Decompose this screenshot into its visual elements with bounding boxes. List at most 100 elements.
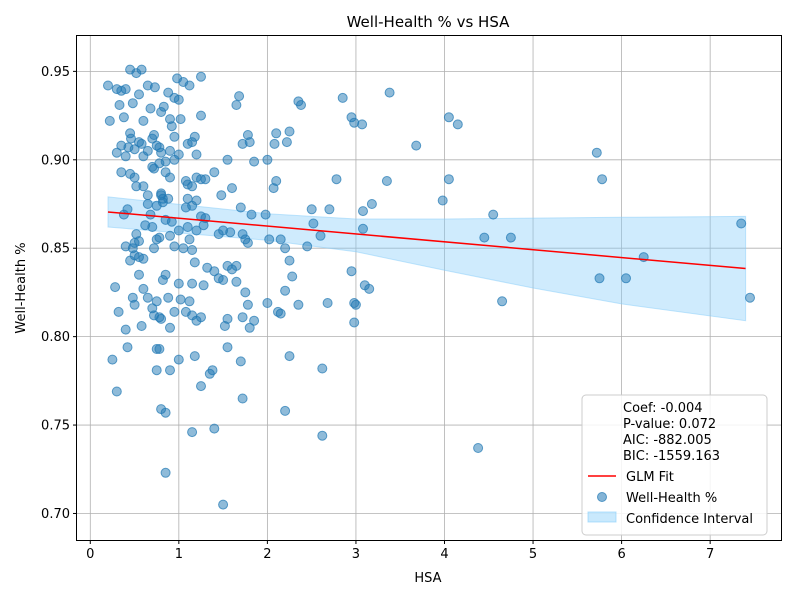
scatter-point [196, 381, 206, 392]
scatter-point [331, 174, 342, 185]
chart-title: Well-Health % vs HSA [347, 13, 511, 31]
scatter-point [284, 255, 295, 266]
scatter-point [187, 181, 198, 192]
scatter-point [280, 243, 291, 254]
scatter-point [182, 222, 193, 232]
scatter-point [227, 183, 237, 194]
scatter-point [154, 158, 165, 169]
scatter-point [443, 112, 454, 123]
scatter-point [231, 100, 242, 110]
scatter-point [443, 174, 454, 185]
legend: Coef: -0.004 P-value: 0.072 AIC: -882.00… [581, 394, 768, 536]
scatter-point [151, 200, 162, 211]
scatter-point [271, 128, 282, 139]
scatter-point [149, 243, 159, 254]
scatter-point [275, 308, 286, 319]
scatter-point [151, 234, 162, 245]
scatter-point [357, 119, 368, 130]
scatter-point [189, 131, 200, 142]
x-tick-label: 1 [175, 547, 183, 562]
scatter-point [597, 174, 608, 185]
stat-bic: BIC: -1559.163 [623, 449, 720, 464]
scatter-point [317, 430, 328, 441]
scatter-point [358, 206, 368, 217]
scatter-point [151, 296, 162, 307]
scatter-point [169, 241, 180, 252]
legend-fit-label: GLM Fit [626, 470, 674, 485]
scatter-point [111, 386, 122, 397]
scatter-point [189, 257, 200, 268]
y-tick-label: 0.80 [41, 330, 70, 345]
scatter-point [160, 269, 171, 280]
scatter-point [207, 365, 218, 376]
scatter-point [244, 322, 255, 333]
scatter-point [136, 138, 147, 149]
scatter-point [142, 190, 153, 201]
scatter-point [149, 82, 160, 93]
scatter-point [134, 236, 144, 247]
scatter-point [227, 264, 237, 275]
scatter-point [116, 167, 127, 178]
glm-fit-line [107, 211, 746, 270]
scatter-point [122, 342, 133, 353]
axis-ticks: 0 1 2 3 4 5 6 7 0.70 0.75 0.80 0.85 0.90 0.95 [41, 65, 714, 562]
scatter-point [184, 296, 195, 307]
stat-coef: Coef: -0.004 [623, 401, 703, 416]
scatter-point [209, 423, 220, 434]
scatter-point [129, 299, 140, 310]
scatter-point [145, 209, 156, 220]
scatter-layer [103, 64, 755, 510]
x-tick-label: 0 [86, 547, 94, 562]
scatter-point [237, 312, 248, 323]
scatter-point [594, 273, 605, 284]
y-tick-label: 0.75 [41, 419, 70, 434]
scatter-point [246, 209, 257, 220]
confidence-band-layer [107, 196, 747, 322]
y-tick-label: 0.85 [41, 242, 70, 257]
scatter-point [505, 232, 516, 243]
scatter-point [337, 92, 348, 103]
scatter-point [163, 292, 174, 303]
scatter-point [280, 285, 291, 296]
scatter-point [191, 149, 202, 160]
scatter-point [169, 131, 180, 142]
scatter-point [358, 223, 368, 234]
scatter-point [242, 237, 253, 248]
scatter-point [222, 313, 233, 324]
scatter-point [118, 112, 129, 123]
stat-aic: AIC: -882.005 [623, 433, 712, 448]
scatter-point [184, 234, 195, 245]
scatter-point [175, 294, 186, 305]
scatter-point [196, 110, 206, 121]
x-tick-label: 2 [263, 547, 271, 562]
scatter-point [479, 232, 490, 243]
scatter-point [244, 137, 255, 148]
legend-points-label: Well-Health % [626, 491, 717, 506]
scatter-point [287, 271, 298, 282]
scatter-point [138, 283, 149, 294]
scatter-point [156, 147, 167, 158]
scatter-point [142, 199, 153, 209]
scatter-point [160, 467, 171, 478]
scatter-point [240, 287, 251, 298]
scatter-point [140, 220, 151, 231]
fit-line-layer [107, 211, 746, 270]
scatter-point [165, 365, 175, 376]
scatter-point [222, 342, 233, 353]
scatter-point [160, 407, 171, 418]
scatter-point [104, 115, 115, 126]
scatter-point [411, 140, 422, 151]
scatter-point [324, 204, 335, 215]
scatter-point [111, 147, 122, 158]
scatter-point [156, 313, 167, 324]
scatter-point [260, 209, 271, 220]
scatter-point [222, 154, 233, 165]
scatter-point [437, 195, 448, 206]
scatter-point [452, 119, 463, 130]
scatter-point [242, 299, 253, 310]
scatter-point [302, 241, 313, 252]
scatter-point [129, 144, 140, 155]
scatter-point [165, 172, 175, 183]
scatter-point [284, 126, 295, 137]
